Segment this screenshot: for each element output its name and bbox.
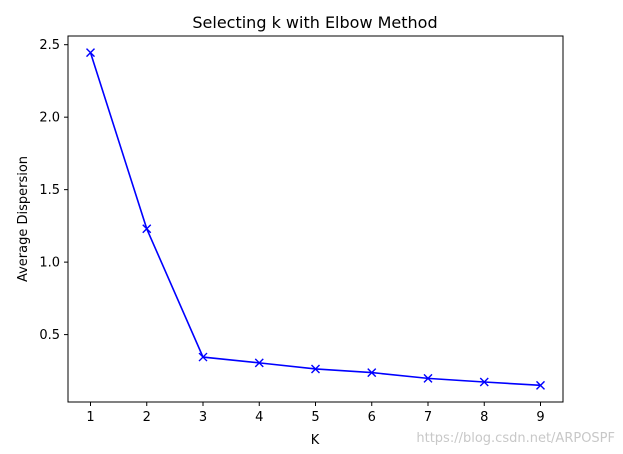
x-tick-label: 8	[480, 410, 488, 425]
data-point	[311, 364, 320, 374]
data-point	[86, 48, 95, 58]
data-point	[367, 368, 377, 378]
y-axis: 0.5 1.0 1.5 2.0 2.5	[39, 38, 68, 343]
x-tick-label: 1	[86, 410, 94, 425]
x-tick-label: 5	[311, 410, 319, 425]
x-tick-label: 9	[536, 410, 544, 425]
y-tick-label: 1.0	[39, 256, 60, 271]
x-tick-label: 7	[424, 410, 432, 425]
data-point	[479, 377, 489, 387]
chart-title: Selecting k with Elbow Method	[192, 13, 437, 32]
x-tick-label: 4	[255, 410, 263, 425]
x-axis: 1 2 3 4 5 6 7 8 9	[86, 402, 545, 425]
data-point	[423, 373, 433, 383]
series-group	[86, 48, 545, 390]
data-point	[254, 358, 264, 368]
data-point	[142, 224, 152, 234]
y-tick-label: 1.5	[39, 183, 60, 198]
data-point	[536, 380, 545, 390]
x-axis-label: K	[311, 433, 320, 448]
data-point	[198, 352, 208, 362]
watermark: https://blog.csdn.net/ARPOSPF	[416, 431, 615, 446]
y-tick-label: 2.5	[39, 38, 60, 53]
x-tick-label: 6	[368, 410, 376, 425]
x-tick-label: 3	[199, 410, 207, 425]
y-tick-label: 2.0	[39, 111, 60, 126]
series-line	[89, 52, 541, 387]
x-tick-label: 2	[143, 410, 151, 425]
y-axis-label: Average Dispersion	[16, 156, 31, 282]
y-tick-label: 0.5	[39, 328, 60, 343]
plot-area	[67, 35, 564, 403]
